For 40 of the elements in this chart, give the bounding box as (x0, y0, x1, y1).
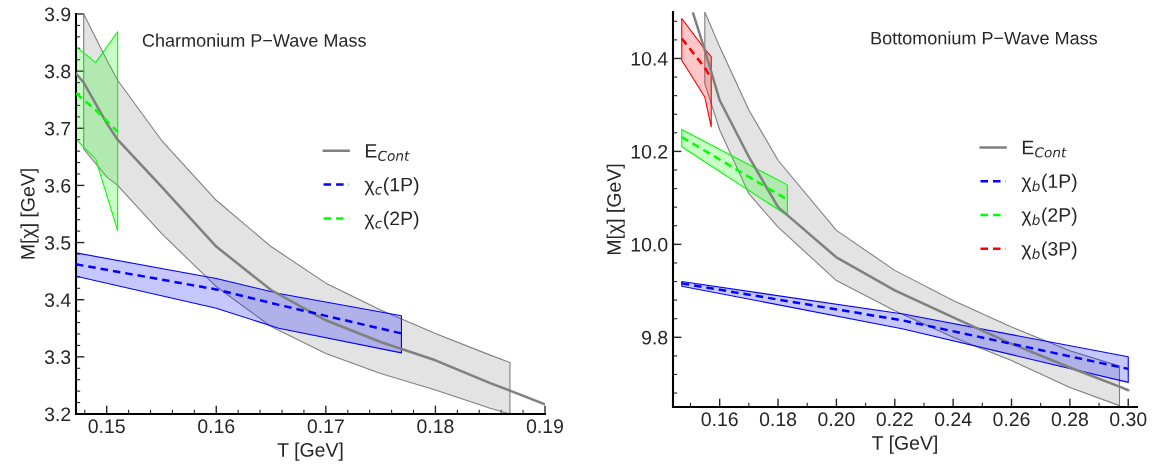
legend-label: χ$_{b}$(1P) (1021, 173, 1077, 192)
y-tick-label: 9.8 (642, 330, 668, 345)
legend-label: χ$_{b}$(3P) (1021, 241, 1077, 260)
y-tick-label: 3.5 (44, 236, 71, 250)
y-axis-title: M[χ] [GeV] (606, 164, 625, 255)
text: Bottomonium P−Wave Mass (871, 31, 1098, 45)
x-tick-label: 0.17 (307, 419, 344, 434)
y-tick-label: 3.6 (44, 178, 71, 193)
x-tick-label: 0.15 (88, 419, 125, 434)
y-axis-title: M[χ] [GeV] (20, 169, 39, 259)
x-tick-label: 0.19 (526, 419, 563, 434)
x-axis-title: T [GeV] (277, 442, 343, 461)
y-tick-label: 3.7 (44, 121, 71, 136)
x-axis-title: T [GeV] (872, 435, 937, 454)
x-tick-label: 0.30 (1110, 412, 1147, 427)
y-tick-label: 3.8 (44, 64, 71, 79)
y-tick-label: 10.4 (631, 51, 668, 66)
y-tick-label: 10.2 (631, 144, 668, 159)
x-tick-label: 0.16 (198, 419, 235, 434)
text: Charmonium P−Wave Mass (142, 33, 366, 47)
y-tick-label: 3.2 (44, 407, 71, 422)
y-tick-label: 3.9 (44, 7, 71, 22)
line-series (76, 72, 545, 406)
x-tick-label: 0.18 (759, 412, 797, 427)
x-tick-label: 0.26 (993, 412, 1030, 427)
x-tick-label: 0.22 (876, 412, 913, 427)
legend-label: E$_{Cont}$ (366, 144, 410, 161)
legend-label: χ$_{c}$(2P) (364, 211, 419, 230)
x-tick-label: 0.16 (701, 412, 738, 427)
y-tick-label: 3.3 (44, 350, 71, 365)
legend-label: E$_{Cont}$ (1022, 140, 1067, 158)
legend-label: χ$_{c}$(1P) (364, 177, 419, 196)
x-tick-label: 0.20 (818, 412, 855, 427)
x-tick-label: 0.24 (934, 412, 972, 427)
y-tick-label: 3.4 (44, 293, 71, 307)
x-tick-label: 0.28 (1051, 412, 1088, 427)
x-tick-label: 0.18 (417, 419, 454, 434)
y-tick-label: 10.0 (631, 237, 668, 252)
legend-label: χ$_{b}$(2P) (1021, 207, 1077, 226)
line-series (76, 263, 403, 335)
